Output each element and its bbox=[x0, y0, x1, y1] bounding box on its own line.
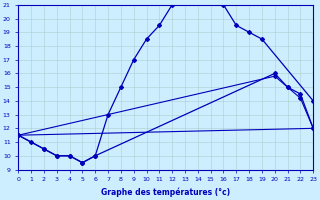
X-axis label: Graphe des températures (°c): Graphe des températures (°c) bbox=[101, 188, 230, 197]
